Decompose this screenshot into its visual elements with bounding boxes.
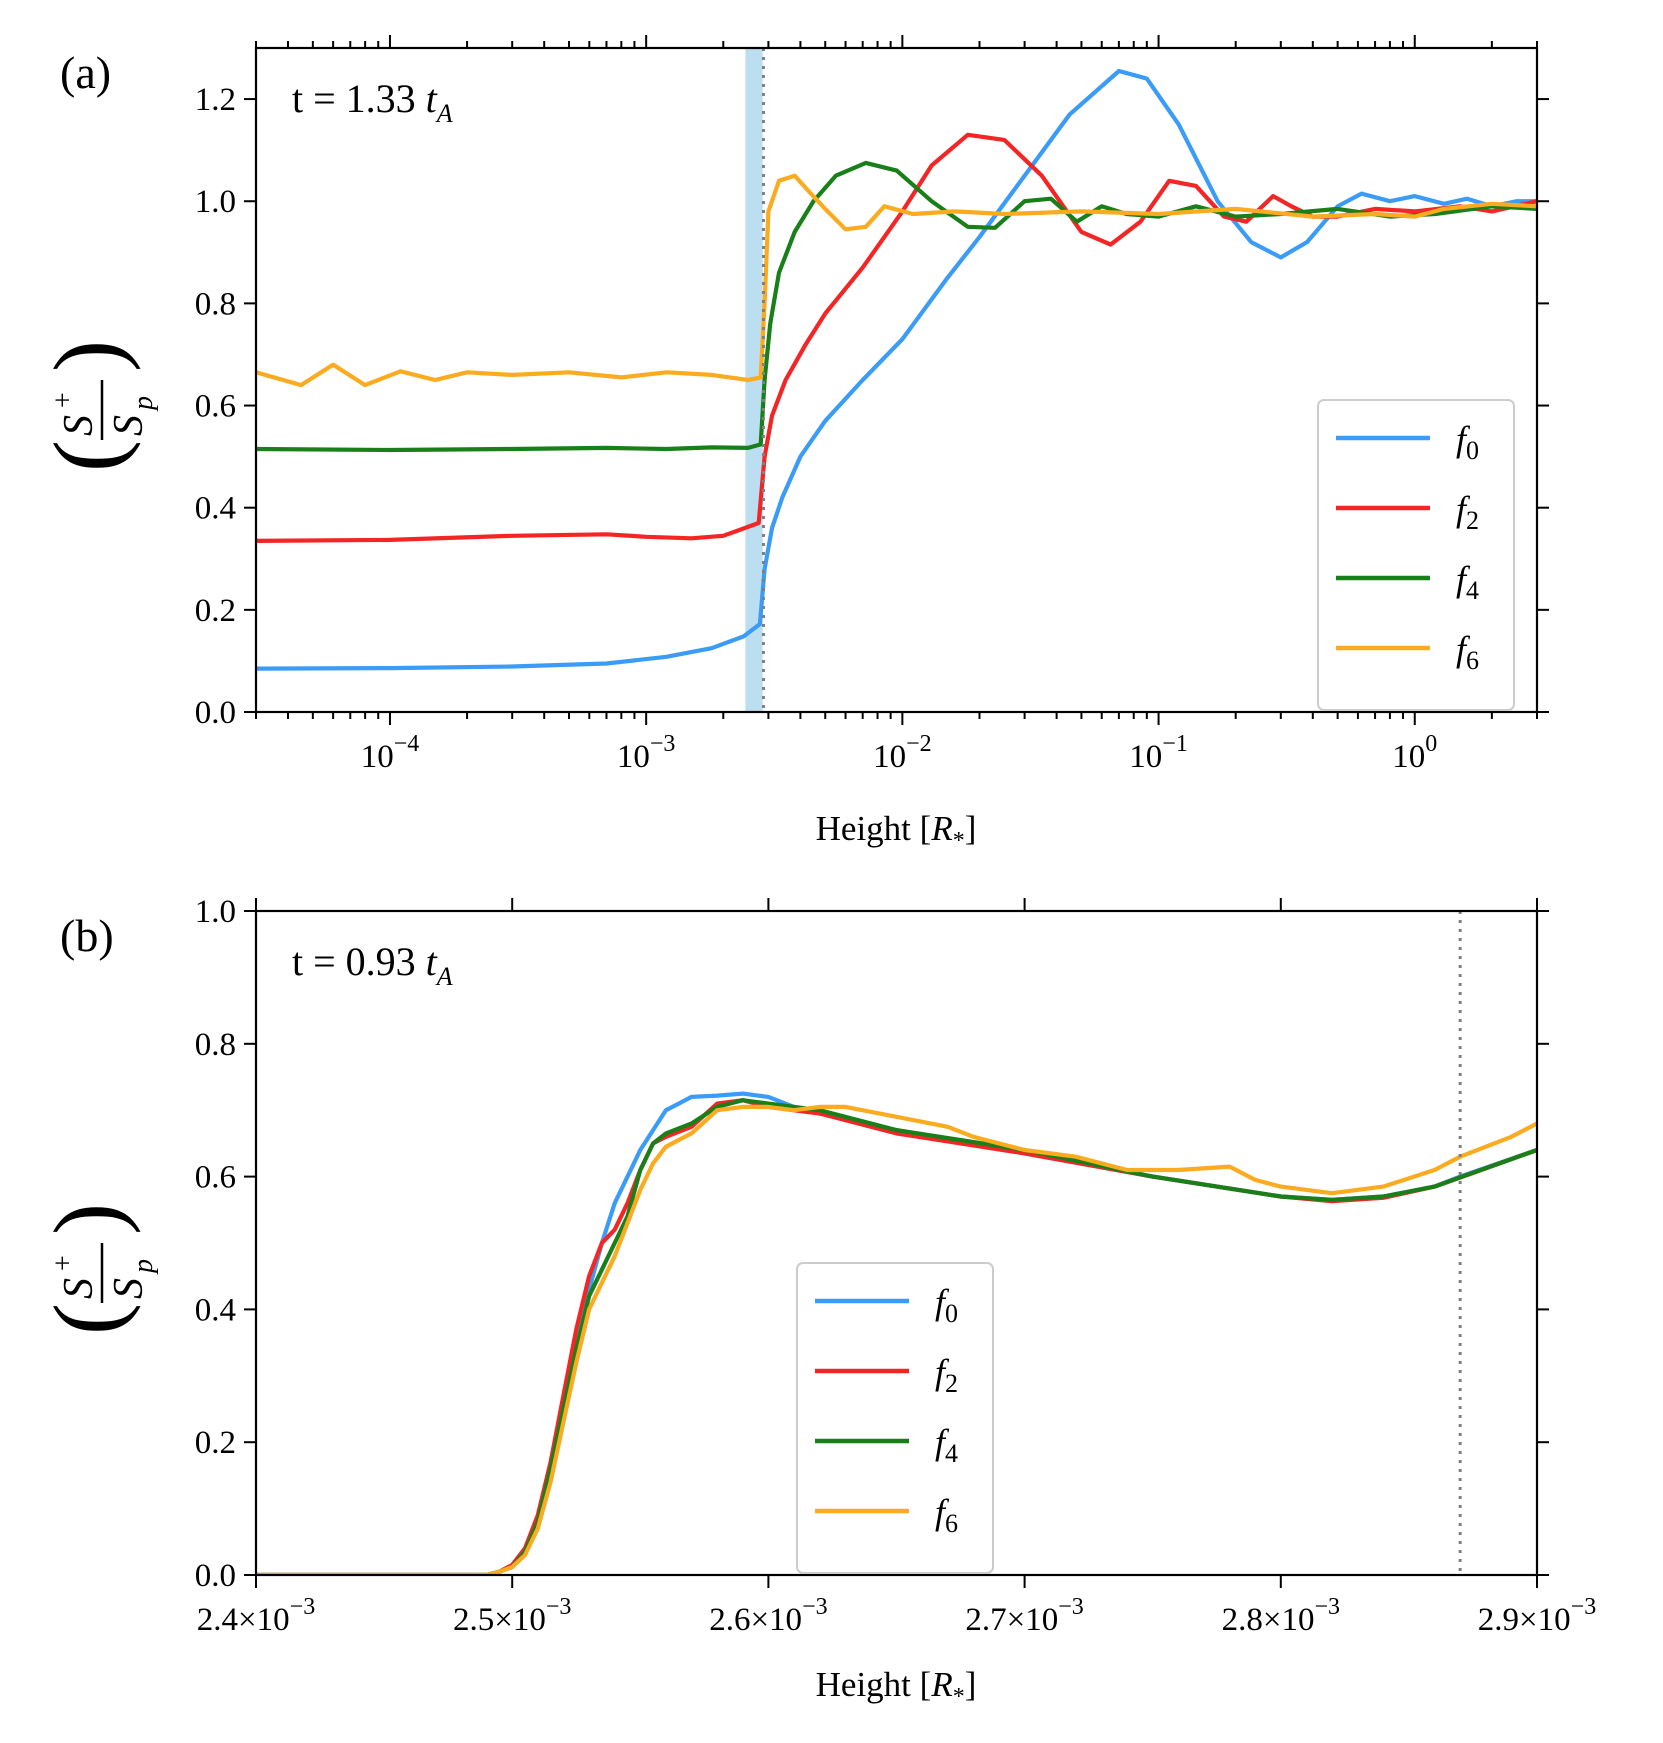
panel-label: (b): [60, 910, 114, 961]
svg-text:): ): [34, 1203, 141, 1235]
y-tick-label: 0.6: [195, 1160, 236, 1196]
svg-text:(: (: [34, 1303, 141, 1335]
svg-text:S: S: [56, 415, 102, 436]
x-tick-label: 10−1: [1129, 731, 1188, 775]
svg-text:S: S: [56, 1278, 102, 1299]
x-tick-label: 2.9×10−3: [1478, 1594, 1596, 1638]
time-annotation: t = 0.93 tA: [292, 939, 453, 991]
series-line-f0: [256, 68, 1537, 671]
legend-box: [796, 1262, 994, 1574]
x-tick-label: 2.5×10−3: [453, 1594, 571, 1638]
time-annotation: t = 1.33 tA: [292, 76, 453, 128]
y-tick-label: 0.4: [195, 491, 236, 527]
y-tick-label: 0.2: [195, 1425, 236, 1461]
y-tick-label: 0.6: [195, 389, 236, 425]
legend-box: [1317, 399, 1515, 711]
series-group: [256, 68, 1537, 671]
y-tick-label: 1.2: [195, 82, 236, 118]
y-tick-label: 0.0: [195, 695, 236, 731]
svg-text:): ): [34, 340, 141, 372]
panel-label: (a): [60, 47, 111, 98]
svg-text:+: +: [48, 392, 79, 408]
x-tick-label: 10−3: [617, 731, 676, 775]
x-tick-label: 100: [1392, 731, 1437, 775]
y-axis-label: ( S + S p ): [34, 340, 159, 472]
x-tick-label: 2.8×10−3: [1222, 1594, 1340, 1638]
series-line-f4: [256, 1098, 1537, 1575]
x-axis-label: Height [R*]: [816, 809, 977, 854]
axis-frame: [254, 909, 1539, 1577]
svg-text:S: S: [106, 1278, 152, 1299]
x-axis-label: Height [R*]: [816, 1665, 977, 1710]
y-tick-label: 1.0: [195, 184, 236, 220]
y-axis-label: ( S + S p ): [34, 1203, 159, 1335]
svg-text:S: S: [106, 415, 152, 436]
y-tick-label: 0.0: [195, 1558, 236, 1594]
y-tick-label: 0.4: [195, 1292, 236, 1328]
y-tick-label: 0.8: [195, 1027, 236, 1063]
panel-a: 0.0 0.2 0.4 0.6 0.8 1.0 1.2 10−4 10−3 10−2 10−1 100…: [34, 35, 1549, 854]
axis-frame: [254, 46, 1539, 714]
series-line-f6: [256, 1104, 1537, 1575]
x-tick-label: 2.7×10−3: [965, 1594, 1083, 1638]
x-tick-label: 2.6×10−3: [709, 1594, 827, 1638]
svg-text:p: p: [128, 396, 159, 412]
y-tick-label: 0.2: [195, 593, 236, 629]
series-line-f6: [256, 173, 1537, 388]
svg-text:+: +: [48, 1255, 79, 1271]
x-tick-label: 10−4: [361, 731, 420, 775]
axis-ticks: 0.0 0.2 0.4 0.6 0.8 1.0 2.4×10−3 2.5×10−3 2.6×10…: [195, 894, 1596, 1638]
svg-text:(: (: [34, 440, 141, 472]
x-tick-label: 10−2: [873, 731, 932, 775]
axis-ticks: 0.0 0.2 0.4 0.6 0.8 1.0 1.2 10−4 10−3 10−2 10−1 100: [195, 35, 1549, 775]
svg-text:p: p: [128, 1259, 159, 1275]
series-group: [256, 1091, 1537, 1575]
x-tick-label: 2.4×10−3: [197, 1594, 315, 1638]
panel-b: 0.0 0.2 0.4 0.6 0.8 1.0 2.4×10−3 2.5×10−3 2.6×10…: [34, 894, 1596, 1710]
y-tick-label: 1.0: [195, 894, 236, 930]
series-line-f4: [256, 160, 1537, 453]
y-tick-label: 0.8: [195, 286, 236, 322]
